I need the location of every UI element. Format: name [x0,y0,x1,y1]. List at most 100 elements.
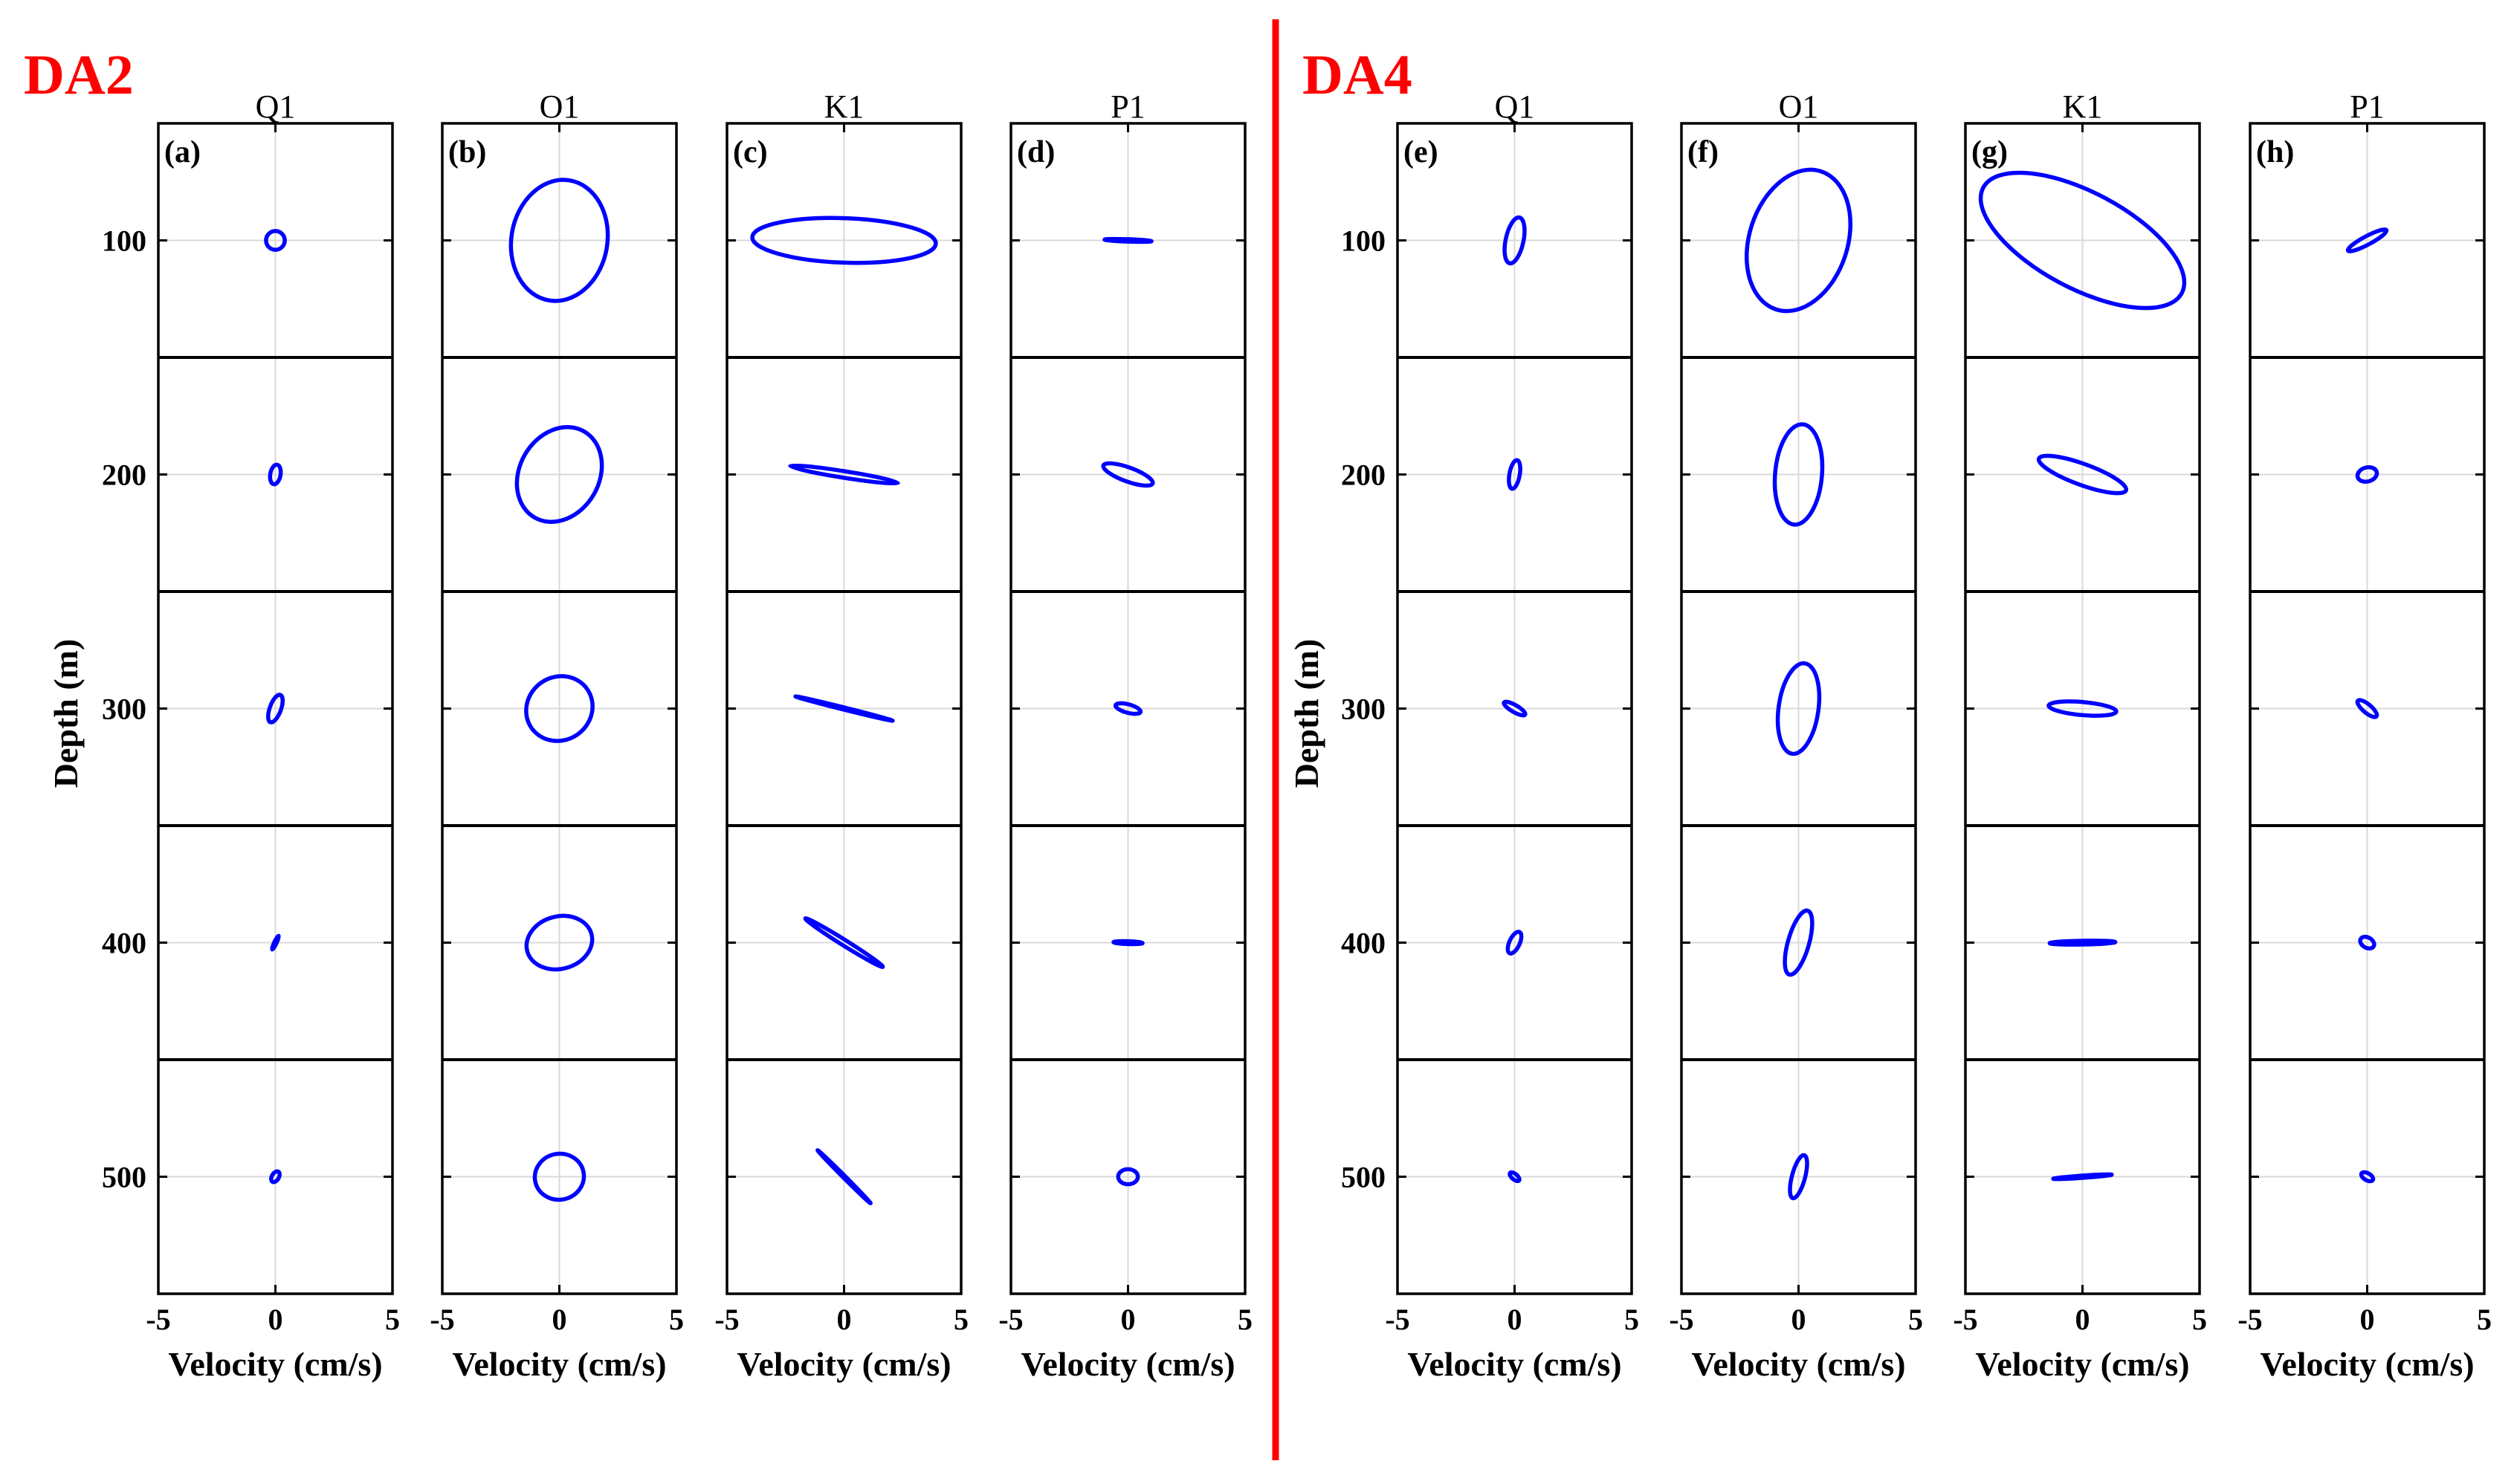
x-axis-label-e: Velocity (cm/s) [1407,1345,1621,1383]
panel-title-h: P1 [2350,88,2384,125]
ellipse-o1-200m [514,425,604,524]
y-tick-label: 400 [1341,927,1386,960]
ellipse-p1-100m [1102,236,1154,244]
ellipse-k1-100m [750,216,938,265]
ellipse-q1-100m [264,229,287,252]
x-tick-label: 5 [2477,1303,2492,1336]
ellipse-o1-300m [1775,661,1822,756]
x-tick-label: 5 [1238,1303,1253,1336]
panel-letter-f: (f) [1687,135,1719,169]
ellipse-q1-300m [1502,699,1528,718]
panel-letter-b: (b) [448,135,486,169]
y-tick-label: 500 [102,1161,146,1194]
group-title-da2: DA2 [24,44,134,106]
ellipse-k1-300m [793,694,895,723]
ellipse-q1-100m [1502,215,1527,266]
y-tick-label: 300 [1341,693,1386,726]
ellipse-k1-100m [1978,170,2187,311]
ellipse-k1-300m [2046,699,2119,718]
panel-title-g: K1 [2063,88,2103,125]
ellipse-q1-500m [269,1169,282,1185]
panel-letter-e: (e) [1403,135,1438,169]
ellipse-o1-500m [532,1151,587,1202]
x-tick-label: 5 [954,1303,969,1336]
x-axis-label-b: Velocity (cm/s) [452,1345,666,1383]
panel-title-a: Q1 [256,88,296,125]
ellipse-o1-100m [1744,167,1853,314]
panel-title-c: K1 [824,88,865,125]
x-tick-label: 5 [1624,1303,1639,1336]
panel-letter-c: (c) [733,135,768,169]
ellipse-p1-500m [1116,1167,1140,1187]
x-tick-label: 5 [385,1303,400,1336]
y-axis-label-da4: Depth (m) [1287,639,1325,788]
ellipse-k1-200m [788,463,900,486]
x-tick-label: -5 [2237,1303,2262,1336]
x-tick-label: -5 [146,1303,170,1336]
ellipse-o1-500m [1788,1153,1809,1201]
x-tick-label: -5 [998,1303,1023,1336]
x-tick-label: 0 [268,1303,283,1336]
panel-letter-a: (a) [164,135,201,169]
ellipse-p1-300m [2355,698,2379,719]
panel-title-d: P1 [1111,88,1145,125]
ellipse-o1-400m [524,913,595,972]
panel-frame-layer [157,122,2486,1295]
ellipse-o1-300m [524,674,595,743]
y-tick-label: 200 [1341,459,1386,492]
ellipse-p1-200m [2355,465,2379,484]
x-tick-label: 0 [1121,1303,1136,1336]
x-tick-label: -5 [430,1303,454,1336]
panel-letter-d: (d) [1017,135,1055,169]
x-tick-label: 5 [669,1303,684,1336]
y-tick-label: 300 [102,693,146,726]
ellipse-p1-400m [1111,939,1145,947]
panel-letter-h: (h) [2256,135,2294,169]
panel-title-f: O1 [1779,88,1819,125]
ellipse-p1-300m [1113,701,1143,716]
ellipse-q1-500m [1508,1170,1522,1184]
x-tick-label: -5 [1953,1303,1977,1336]
ellipse-layer [264,167,2389,1205]
x-tick-label: -5 [1669,1303,1693,1336]
ellipse-k1-500m [2051,1172,2114,1182]
panel-title-b: O1 [540,88,580,125]
ellipse-k1-200m [2036,453,2129,496]
y-tick-label: 100 [102,224,146,258]
x-axis-label-a: Velocity (cm/s) [168,1345,382,1383]
x-axis-label-f: Velocity (cm/s) [1691,1345,1905,1383]
y-tick-label: 200 [102,459,146,492]
ellipse-k1-500m [815,1148,873,1205]
ellipse-k1-400m [2047,939,2118,947]
ellipse-q1-400m [1505,930,1524,956]
ellipse-p1-400m [2358,934,2376,951]
ellipse-p1-100m [2345,227,2389,253]
x-tick-label: -5 [714,1303,739,1336]
group-title-da4: DA4 [1302,44,1412,106]
ellipse-p1-200m [1101,461,1155,488]
x-axis-label-h: Velocity (cm/s) [2260,1345,2474,1383]
x-tick-label: 0 [552,1303,567,1336]
ellipse-o1-200m [1772,422,1825,527]
ellipse-p1-500m [2359,1170,2376,1184]
x-tick-label: 5 [2192,1303,2207,1336]
ellipse-o1-100m [508,178,610,303]
x-tick-label: 0 [2360,1303,2375,1336]
x-axis-label-g: Velocity (cm/s) [1975,1345,2189,1383]
panel-letter-g: (g) [1971,135,2008,169]
x-axis-label-d: Velocity (cm/s) [1021,1345,1235,1383]
ellipse-k1-400m [803,916,885,969]
ellipse-q1-200m [268,462,283,487]
x-tick-label: 0 [2075,1303,2090,1336]
y-tick-label: 100 [1341,224,1386,258]
ellipse-q1-400m [270,933,281,952]
ellipse-q1-200m [1507,458,1522,491]
panel-title-e: Q1 [1495,88,1535,125]
x-tick-label: 0 [1508,1303,1522,1336]
ellipse-q1-300m [265,693,285,725]
x-tick-label: 5 [1908,1303,1923,1336]
y-tick-label: 400 [102,927,146,960]
